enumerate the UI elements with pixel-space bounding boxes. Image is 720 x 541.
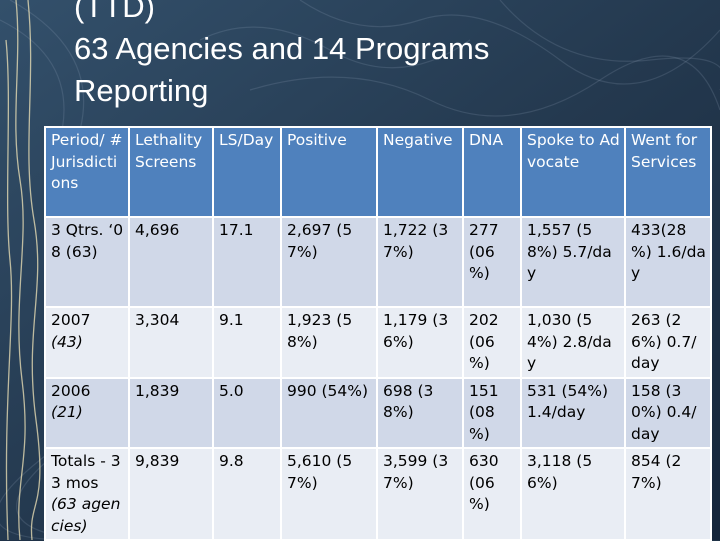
header-lethality-screens: Lethality Screens [128,126,214,218]
cell-services: 158 (30%) 0.4/day [624,376,712,449]
cell-dna: 630 (06 %) [462,447,522,541]
period-label: 2007 [51,311,91,329]
period-count: (21) [51,403,83,421]
table-row: Totals - 33 mos (63 agencies) 9,839 9.8 … [44,447,712,541]
header-positive: Positive [280,126,378,218]
period-count: (43) [51,332,83,351]
cell-negative: 3,599 (37%) [376,447,464,541]
table-row: 2006 (21) 1,839 5.0 990 (54%) 698 (38%) … [44,376,712,449]
header-negative: Negative [376,126,464,218]
title-line-3: Reporting [74,73,209,108]
cell-services: 433(28 %) 1.6/day [624,216,712,308]
cell-period: 3 Qtrs. ‘08 (63) [44,216,130,308]
cell-period: Totals - 33 mos (63 agencies) [44,447,130,541]
statistics-table: Period/ # Jurisdictions Lethality Screen… [44,126,712,541]
table-row: 3 Qtrs. ‘08 (63) 4,696 17.1 2,697 (57%) … [44,216,712,308]
title-line-1: (TTD) [74,0,155,24]
cell-lethality: 1,839 [128,376,214,449]
header-went-for-services: Went for Services [624,126,712,218]
cell-advocate: 1,030 (54%) 2.8/day [520,306,626,379]
period-label: 2006 [51,381,91,400]
cell-dna: 151 (08 %) [462,376,522,449]
cell-advocate: 1,557 (58%) 5.7/day [520,216,626,308]
header-ls-day: LS/Day [212,126,282,218]
cell-services: 263 (26%) 0.7/day [624,306,712,379]
cell-period: 2007 (43) [44,306,130,379]
cell-lethality: 9,839 [128,447,214,541]
cell-dna: 277 (06 %) [462,216,522,308]
title-line-2: 63 Agencies and 14 Programs [74,31,490,66]
period-count: (63 agencies) [51,495,121,535]
cell-negative: 1,722 (37%) [376,216,464,308]
cell-ls-day: 9.8 [212,447,282,541]
cell-period: 2006 (21) [44,376,130,449]
table-row: 2007 (43) 3,304 9.1 1,923 (58%) 1,179 (3… [44,306,712,379]
cell-advocate: 531 (54%) 1.4/day [520,376,626,449]
header-spoke-to-advocate: Spoke to Advocate [520,126,626,218]
cell-ls-day: 5.0 [212,376,282,449]
header-period: Period/ # Jurisdictions [44,126,130,218]
cell-lethality: 4,696 [128,216,214,308]
cell-negative: 1,179 (36%) [376,306,464,379]
cell-positive: 2,697 (57%) [280,216,378,308]
cell-services: 854 (27%) [624,447,712,541]
cell-lethality: 3,304 [128,306,214,379]
table-header-row: Period/ # Jurisdictions Lethality Screen… [44,126,712,218]
slide-title: (TTD) 63 Agencies and 14 Programs Report… [74,0,489,112]
cell-positive: 1,923 (58%) [280,306,378,379]
cell-ls-day: 17.1 [212,216,282,308]
cell-positive: 5,610 (57%) [280,447,378,541]
cell-advocate: 3,118 (56%) [520,447,626,541]
cell-ls-day: 9.1 [212,306,282,379]
cell-positive: 990 (54%) [280,376,378,449]
cell-negative: 698 (38%) [376,376,464,449]
period-label: Totals - 33 mos [51,452,121,492]
header-dna: DNA [462,126,522,218]
cell-dna: 202 (06 %) [462,306,522,379]
